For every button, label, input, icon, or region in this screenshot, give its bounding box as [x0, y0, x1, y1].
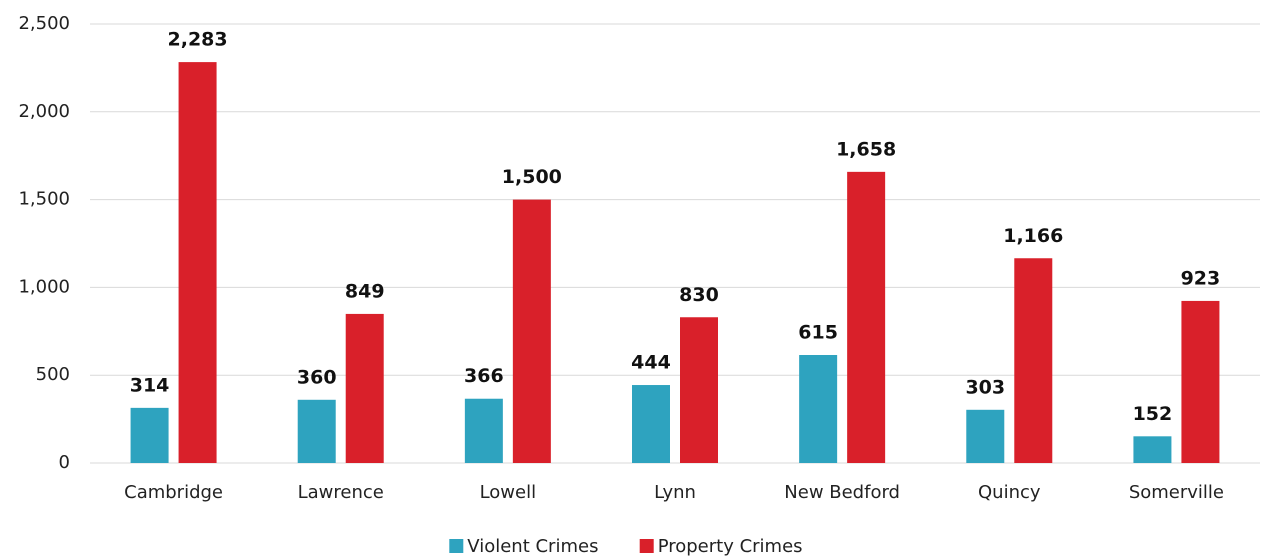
bar: [345, 313, 384, 463]
value-label: 1,658: [836, 138, 896, 160]
bar: [178, 62, 217, 464]
x-tick-label: Cambridge: [124, 482, 223, 503]
bar: [512, 199, 551, 463]
x-tick-label: Somerville: [1129, 482, 1224, 503]
bar: [297, 399, 336, 463]
bar: [632, 385, 670, 463]
x-tick-label: Lynn: [654, 482, 696, 503]
y-tick-label: 1,000: [18, 276, 70, 297]
bar: [1181, 300, 1220, 463]
value-label: 849: [345, 280, 385, 302]
value-label: 303: [965, 376, 1005, 398]
x-tick-label: New Bedford: [784, 482, 900, 503]
value-label: 830: [679, 284, 719, 306]
value-label: 2,283: [168, 29, 228, 51]
legend-swatch: [449, 539, 464, 553]
legend: Violent Crimes Property Crimes: [449, 536, 803, 557]
x-tick-label: Lowell: [480, 482, 537, 503]
bar: [130, 407, 169, 463]
value-label: 152: [1133, 403, 1173, 425]
y-tick-label: 2,500: [18, 13, 70, 34]
bar: [464, 398, 503, 463]
value-label: 366: [464, 365, 504, 387]
legend-swatch: [639, 539, 654, 553]
value-label: 314: [130, 374, 170, 396]
y-tick-label: 1,500: [18, 189, 70, 210]
value-label: 923: [1181, 267, 1221, 289]
value-label: 360: [297, 366, 337, 388]
legend-label: Property Crimes: [658, 536, 803, 557]
bar: [799, 355, 838, 463]
bar: [847, 171, 886, 463]
bar: [966, 409, 1005, 463]
y-tick-label: 500: [36, 364, 70, 385]
x-tick-label: Quincy: [978, 482, 1041, 503]
bar: [1133, 436, 1172, 463]
bar: [680, 317, 718, 463]
value-label: 1,500: [502, 166, 562, 188]
value-label: 1,166: [1003, 225, 1063, 247]
y-tick-label: 2,000: [18, 101, 70, 122]
value-label: 444: [631, 352, 671, 374]
value-label: 615: [798, 322, 838, 344]
x-tick-label: Lawrence: [298, 482, 384, 503]
bar: [1014, 258, 1053, 463]
legend-label: Violent Crimes: [467, 536, 598, 557]
y-tick-label: 0: [59, 452, 70, 473]
